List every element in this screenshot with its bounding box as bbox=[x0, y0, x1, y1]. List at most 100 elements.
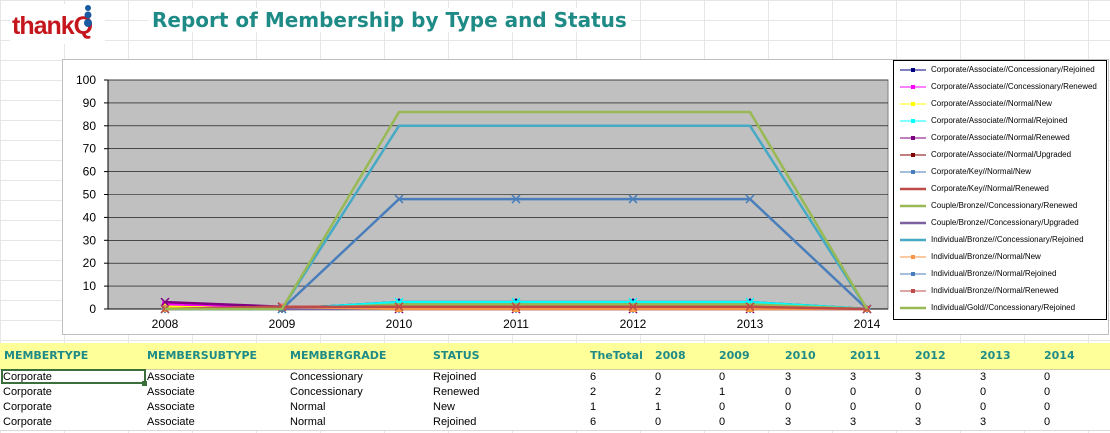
x-tick-label: 2009 bbox=[269, 317, 296, 331]
table-cell[interactable]: Corporate bbox=[3, 416, 52, 428]
legend-swatch-icon bbox=[900, 136, 926, 140]
column-header[interactable]: 2010 bbox=[785, 349, 816, 362]
legend-swatch-icon bbox=[900, 272, 926, 276]
table-row[interactable]: Corporate Associate Concessionary Rejoined 6… bbox=[0, 370, 1110, 386]
legend-item[interactable]: Corporate/Associate//Normal/Renewed bbox=[898, 130, 1104, 146]
table-cell[interactable]: Associate bbox=[147, 416, 195, 428]
table-cell[interactable]: 0 bbox=[719, 416, 726, 428]
legend-item[interactable]: Individual/Gold//Concessionary/Rejoined bbox=[898, 300, 1104, 316]
table-cell[interactable]: Rejoined bbox=[433, 371, 477, 383]
series-point-11 bbox=[395, 305, 403, 312]
table-cell[interactable]: 6 bbox=[590, 416, 597, 428]
table-cell[interactable]: 0 bbox=[850, 401, 857, 413]
legend-label: Corporate/Key//Normal/Renewed bbox=[931, 184, 1049, 193]
legend-swatch-icon bbox=[900, 170, 926, 174]
table-cell[interactable]: 0 bbox=[655, 416, 662, 428]
table-cell[interactable]: Renewed bbox=[433, 386, 480, 398]
table-cell[interactable]: 0 bbox=[915, 386, 922, 398]
column-header[interactable]: 2011 bbox=[850, 349, 881, 362]
x-tick-label: 2012 bbox=[620, 317, 647, 331]
legend-item[interactable]: Individual/Bronze//Normal/New bbox=[898, 249, 1104, 265]
logo-text: thankQ bbox=[12, 12, 93, 40]
table-cell[interactable]: 1 bbox=[719, 386, 726, 398]
legend-item[interactable]: Individual/Bronze//Normal/Renewed bbox=[898, 283, 1104, 299]
chart-legend[interactable]: Corporate/Associate//Concessionary/Rejoi… bbox=[893, 60, 1107, 320]
table-cell[interactable]: Corporate bbox=[3, 386, 52, 398]
table-cell[interactable]: 1 bbox=[590, 401, 597, 413]
column-header[interactable]: 2012 bbox=[915, 349, 946, 362]
table-cell[interactable]: 3 bbox=[915, 371, 922, 383]
table-cell[interactable]: 0 bbox=[1044, 386, 1051, 398]
table-cell[interactable]: 3 bbox=[850, 416, 857, 428]
table-cell[interactable]: Associate bbox=[147, 371, 195, 383]
legend-item[interactable]: Individual/Bronze//Normal/Rejoined bbox=[898, 266, 1104, 282]
column-header[interactable]: MEMBERSUBTYPE bbox=[147, 349, 258, 362]
table-row[interactable]: Corporate Associate Normal New 1 1 0 0 0 0 0 0 bbox=[0, 400, 1110, 416]
table-cell[interactable]: Concessionary bbox=[290, 371, 363, 383]
table-cell[interactable]: Associate bbox=[147, 386, 195, 398]
column-header[interactable]: 2009 bbox=[719, 349, 750, 362]
table-cell[interactable]: 2 bbox=[590, 386, 597, 398]
fill-handle[interactable] bbox=[142, 381, 147, 386]
table-cell[interactable]: 3 bbox=[980, 371, 987, 383]
table-cell[interactable]: 1 bbox=[655, 401, 662, 413]
legend-item[interactable]: Corporate/Associate//Normal/Upgraded bbox=[898, 147, 1104, 163]
column-header[interactable]: STATUS bbox=[433, 349, 480, 362]
selected-cell[interactable] bbox=[1, 369, 146, 384]
legend-item[interactable]: Couple/Bronze//Concessionary/Upgraded bbox=[898, 215, 1104, 231]
table-row[interactable]: Corporate Associate Normal Rejoined 6 0 0 3 3 3 3 0 bbox=[0, 415, 1110, 431]
legend-item[interactable]: Individual/Bronze//Concessionary/Rejoine… bbox=[898, 232, 1104, 248]
table-cell[interactable]: 0 bbox=[719, 371, 726, 383]
y-tick-label: 90 bbox=[83, 96, 97, 110]
column-header[interactable]: MEMBERGRADE bbox=[290, 349, 387, 362]
table-cell[interactable]: 3 bbox=[980, 416, 987, 428]
table-cell[interactable]: Rejoined bbox=[433, 416, 477, 428]
series-point-11 bbox=[746, 305, 754, 312]
table-cell[interactable]: 3 bbox=[850, 371, 857, 383]
legend-item[interactable]: Corporate/Associate//Concessionary/Renew… bbox=[898, 79, 1104, 95]
table-cell[interactable]: Normal bbox=[290, 416, 326, 428]
legend-item[interactable]: Couple/Bronze//Concessionary/Renewed bbox=[898, 198, 1104, 214]
table-cell[interactable]: Normal bbox=[290, 401, 326, 413]
table-cell[interactable]: 0 bbox=[719, 401, 726, 413]
table-cell[interactable]: 0 bbox=[980, 386, 987, 398]
table-cell[interactable]: Corporate bbox=[3, 401, 52, 413]
legend-item[interactable]: Corporate/Associate//Concessionary/Rejoi… bbox=[898, 62, 1104, 78]
y-tick-label: 60 bbox=[83, 165, 97, 179]
legend-item[interactable]: Corporate/Associate//Normal/New bbox=[898, 96, 1104, 112]
legend-item[interactable]: Corporate/Associate//Normal/Rejoined bbox=[898, 113, 1104, 129]
line-chart: 0 10 20 30 40 50 60 70 80 90 100 2008 2009 2010 2011 20… bbox=[76, 73, 889, 331]
column-header[interactable]: 2013 bbox=[980, 349, 1011, 362]
y-tick-label: 70 bbox=[83, 142, 97, 156]
y-tick-label: 0 bbox=[89, 302, 96, 316]
table-cell[interactable]: 3 bbox=[915, 416, 922, 428]
column-header[interactable]: MEMBERTYPE bbox=[4, 349, 89, 362]
table-cell[interactable]: 3 bbox=[785, 416, 792, 428]
column-header[interactable]: 2014 bbox=[1044, 349, 1075, 362]
table-cell[interactable]: 0 bbox=[915, 401, 922, 413]
table-cell[interactable]: 3 bbox=[785, 371, 792, 383]
legend-item[interactable]: Corporate/Key//Normal/Renewed bbox=[898, 181, 1104, 197]
table-cell[interactable]: 6 bbox=[590, 371, 597, 383]
table-cell[interactable]: New bbox=[433, 401, 456, 413]
table-cell[interactable]: Corporate bbox=[3, 371, 52, 383]
table-cell[interactable]: Associate bbox=[147, 401, 195, 413]
table-cell[interactable]: 0 bbox=[1044, 401, 1051, 413]
legend-label: Couple/Bronze//Concessionary/Renewed bbox=[931, 201, 1078, 210]
table-cell[interactable]: 0 bbox=[655, 371, 662, 383]
table-cell[interactable]: 2 bbox=[655, 386, 662, 398]
table-cell[interactable]: 0 bbox=[1044, 416, 1051, 428]
table-cell[interactable]: 0 bbox=[785, 386, 792, 398]
table-cell[interactable]: 0 bbox=[1044, 371, 1051, 383]
legend-item[interactable]: Corporate/Key//Normal/New bbox=[898, 164, 1104, 180]
column-header[interactable]: 2008 bbox=[655, 349, 686, 362]
table-cell[interactable]: Concessionary bbox=[290, 386, 363, 398]
x-tick-label: 2013 bbox=[737, 317, 764, 331]
legend-swatch-icon bbox=[900, 119, 926, 123]
legend-label: Corporate/Associate//Normal/Rejoined bbox=[931, 116, 1068, 125]
table-row[interactable]: Corporate Associate Concessionary Renewed 2 2… bbox=[0, 385, 1110, 401]
table-cell[interactable]: 0 bbox=[850, 386, 857, 398]
table-cell[interactable]: 0 bbox=[785, 401, 792, 413]
table-cell[interactable]: 0 bbox=[980, 401, 987, 413]
column-header[interactable]: TheTotal bbox=[590, 349, 643, 362]
